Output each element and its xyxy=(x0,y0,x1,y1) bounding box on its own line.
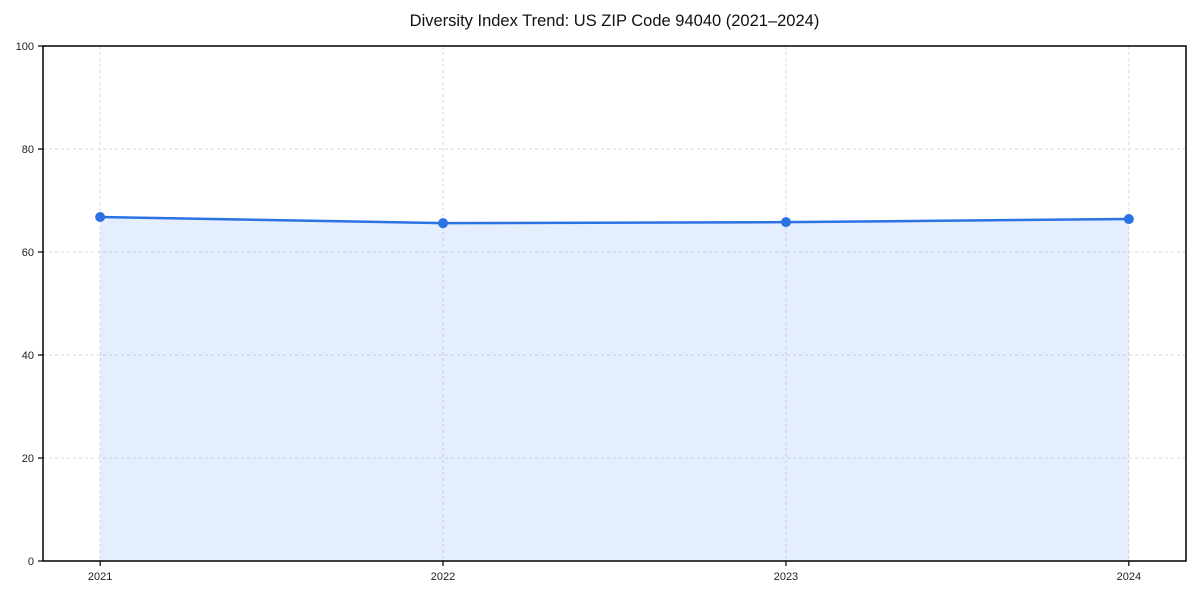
data-point xyxy=(1123,214,1134,225)
y-tick-label: 100 xyxy=(16,41,34,53)
y-tick-label: 80 xyxy=(22,144,34,156)
x-tick-label: 2024 xyxy=(1117,571,1141,583)
y-tick-label: 0 xyxy=(28,556,34,568)
y-tick-label: 60 xyxy=(22,247,34,259)
y-tick-label: 40 xyxy=(22,350,34,362)
plot-frame xyxy=(42,45,1187,562)
y-tick-label: 20 xyxy=(22,453,34,465)
x-tick-label: 2023 xyxy=(774,571,798,583)
x-tick-label: 2022 xyxy=(431,571,455,583)
data-point xyxy=(95,211,106,222)
data-point xyxy=(438,218,449,229)
trend-line xyxy=(98,215,1131,225)
chart-title: Diversity Index Trend: US ZIP Code 94040… xyxy=(409,12,820,30)
area-fill xyxy=(100,216,1129,562)
x-tick-label: 2021 xyxy=(88,571,112,583)
data-point xyxy=(780,217,791,228)
